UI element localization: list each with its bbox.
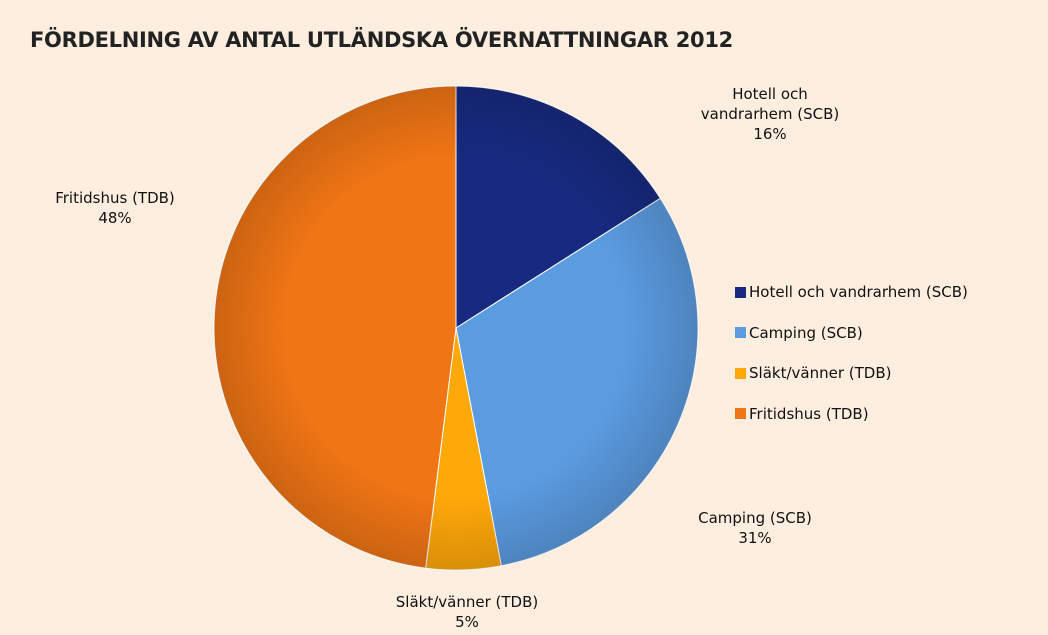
legend-item: Camping (SCB) [735,324,863,342]
data-label: Fritidshus (TDB) 48% [55,188,175,228]
data-label-category: Hotell och vandrarhem (SCB) [700,85,840,123]
data-label-category: Camping (SCB) [698,509,812,527]
chart-title: FÖRDELNING AV ANTAL UTLÄNDSKA ÖVERNATTNI… [30,28,733,52]
data-label: Släkt/vänner (TDB) 5% [396,592,538,632]
legend-swatch [735,367,746,379]
legend-label: Camping (SCB) [749,323,863,342]
legend-swatch [735,327,746,338]
legend-item: Släkt/vänner (TDB) [735,364,891,382]
data-label: Camping (SCB) 31% [698,508,812,548]
legend-label: Fritidshus (TDB) [749,404,869,423]
legend-swatch [735,286,746,298]
data-label-category: Släkt/vänner (TDB) [395,593,539,611]
legend-swatch [735,408,746,419]
data-label-value: 31% [738,529,772,547]
legend-item: Hotell och vandrarhem (SCB) [735,283,968,301]
legend-item: Fritidshus (TDB) [735,405,869,423]
data-label-value: 48% [98,209,132,227]
data-label: Hotell och vandrarhem (SCB) 16% [685,84,855,144]
data-label-category: Fritidshus (TDB) [55,189,175,207]
pie-slice [213,85,457,569]
data-label-value: 5% [455,613,479,631]
legend-label: Hotell och vandrarhem (SCB) [749,283,968,301]
data-label-value: 16% [753,125,787,143]
legend-label: Släkt/vänner (TDB) [749,364,892,382]
